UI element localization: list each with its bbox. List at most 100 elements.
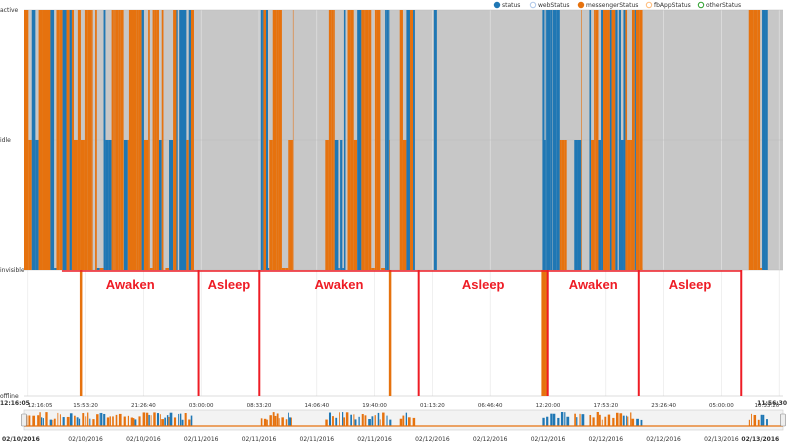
navigator-date-label: 02/10/2016: [2, 436, 40, 443]
status-bar: [765, 10, 768, 270]
messenger-status-bar: [28, 140, 32, 270]
navigator-bar: [87, 412, 89, 426]
navigator-bar: [99, 412, 101, 426]
status-bar: [357, 10, 359, 270]
navigator-bar: [592, 417, 595, 426]
legend-label: messengerStatus: [586, 2, 638, 9]
navigator-date-label: 02/11/2016: [242, 436, 277, 443]
navigator-bar: [560, 412, 564, 426]
navigator-bar: [762, 414, 765, 426]
legend-item-fbAppStatus[interactable]: fbAppStatus: [645, 1, 691, 9]
messenger-status-bar: [627, 140, 631, 270]
navigator-bar: [288, 412, 289, 426]
navigator-bar: [557, 417, 560, 426]
navigator-bar: [153, 412, 156, 426]
status-bar: [54, 268, 57, 270]
legend-item-messengerStatus[interactable]: messengerStatus: [577, 1, 638, 9]
messenger-status-bar: [365, 10, 369, 270]
x-tick-label: 05:00:00: [709, 403, 734, 409]
status-bar: [358, 10, 362, 270]
period-label-awaken: Awaken: [315, 277, 364, 292]
navigator-bar: [389, 419, 392, 426]
navigator-bar: [607, 414, 611, 426]
messenger-status-bar: [333, 10, 335, 270]
navigator-bar: [343, 417, 345, 426]
messenger-status-bar: [272, 10, 277, 270]
x-axis: 12:16:05 15:53:20 21:26:40 03:00:00 08:33:20…: [28, 403, 780, 409]
messenger-status-bar: [364, 10, 366, 270]
messenger-status-bar: [399, 10, 403, 270]
status-bar: [618, 10, 621, 270]
x-tick-label: 08:33:20: [247, 403, 272, 409]
navigator-bar: [382, 412, 385, 426]
navigator-right-handle[interactable]: [780, 413, 786, 427]
navigator-bar: [361, 414, 364, 426]
messenger-status-bar: [149, 268, 153, 270]
messenger-status-bar: [288, 140, 290, 270]
activity-period: [260, 10, 294, 270]
status-spike: [181, 10, 185, 270]
x-tick-label: 06:46:40: [478, 403, 503, 409]
messenger-status-bar: [595, 10, 599, 270]
navigator-bar: [146, 412, 149, 426]
messenger-status-bar: [289, 140, 293, 270]
navigator-bar: [291, 417, 292, 426]
messenger-status-bar: [276, 10, 279, 270]
legend-item-otherStatus[interactable]: otherStatus: [697, 1, 741, 9]
navigator-bar: [106, 417, 110, 426]
navigator-bar: [41, 417, 43, 426]
navigator-left-handle[interactable]: [21, 413, 27, 427]
status-bar: [386, 10, 389, 270]
navigator-bar: [123, 416, 126, 426]
legend-item-status[interactable]: status: [493, 1, 520, 9]
messenger-status-bar: [281, 268, 286, 270]
messenger-status-bar: [38, 10, 43, 270]
messenger-status-bar: [186, 140, 189, 270]
navigator-bar: [166, 415, 169, 426]
y-axis: active idle invisible offline: [0, 7, 25, 400]
annotations: Awaken Asleep Awaken Asleep Awaken Asleep: [61, 270, 743, 396]
x-tick-label: 15:53:20: [73, 403, 98, 409]
messenger-status-bar: [84, 10, 88, 270]
navigator-bar: [168, 416, 170, 426]
legend-item-webStatus[interactable]: webStatus: [529, 1, 570, 9]
activity-period: [399, 10, 415, 270]
legend-label: fbAppStatus: [654, 2, 691, 9]
navigator-bar: [142, 412, 146, 426]
navigator-bar: [52, 419, 54, 426]
status-bar: [176, 10, 178, 270]
x-tick-label: 12:20:00: [536, 403, 561, 409]
status-bar: [338, 268, 340, 270]
messenger-status-bar: [350, 10, 354, 270]
activity-period: [325, 10, 390, 270]
messenger-status-bar: [91, 10, 93, 270]
navigator-date-label: 02/11/2016: [300, 436, 335, 443]
navigator-bar: [266, 419, 268, 426]
navigator-bar: [272, 412, 275, 426]
status-bar: [550, 10, 553, 270]
navigator-bar: [604, 416, 607, 426]
messenger-status-bar: [59, 10, 63, 270]
messenger-status-bar: [156, 10, 159, 270]
period-label-asleep: Asleep: [462, 277, 505, 292]
navigator-bar: [130, 417, 133, 426]
navigator-bar: [579, 413, 581, 426]
navigator-bar: [612, 417, 615, 426]
navigator-bar: [76, 417, 79, 426]
messenger-status-bar: [269, 140, 273, 270]
navigator-bar: [69, 413, 73, 426]
status-bar: [188, 10, 192, 270]
range-navigator[interactable]: 12:16:05 11:56:30 02/10/2016 02/10/2016 02/1…: [0, 400, 787, 443]
activity-period: [574, 10, 582, 270]
navigator-bar: [377, 412, 380, 426]
navigator-bar: [636, 418, 639, 426]
status-bar: [406, 10, 410, 270]
navigator-bar: [566, 416, 570, 426]
navigator-bar: [640, 419, 643, 426]
navigator-bar: [45, 412, 48, 426]
status-bar: [589, 10, 592, 270]
messenger-status-bar: [635, 10, 640, 270]
navigator-bar: [42, 418, 44, 426]
status-bar: [574, 140, 578, 270]
messenger-status-bar: [165, 268, 170, 270]
